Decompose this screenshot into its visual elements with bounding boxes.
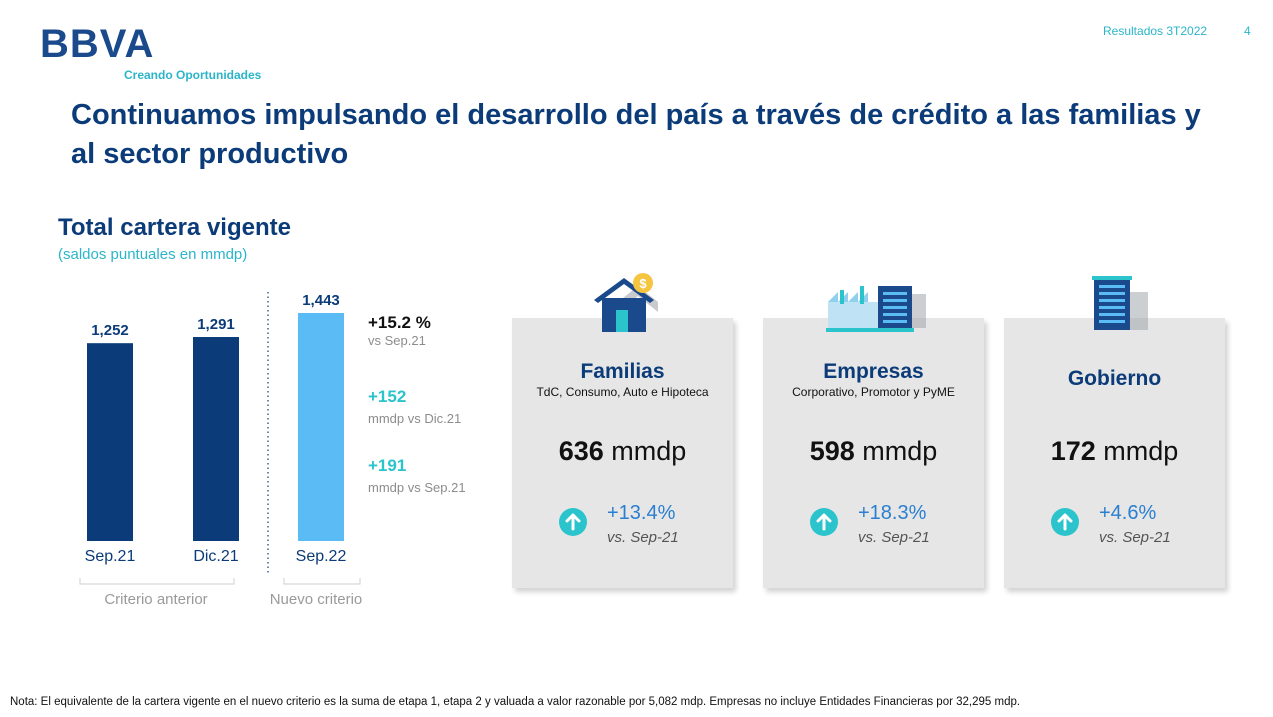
- bbva-logo: BBVA: [40, 22, 155, 66]
- card-title: Empresas: [823, 360, 924, 383]
- card-empresas: Empresas Corporativo, Promotor y PyME 59…: [763, 318, 984, 588]
- card-amount: 636 mmdp: [558, 436, 687, 466]
- arrow-up-icon: [1051, 508, 1079, 536]
- stat-value: +15.2 %: [368, 313, 431, 332]
- arrow-up-icon: [559, 508, 587, 536]
- svg-text:$: $: [639, 276, 647, 291]
- card-amount: 598 mmdp: [809, 436, 938, 466]
- chart-title: Total cartera vigente: [58, 214, 291, 241]
- card-amount: 172 mmdp: [1050, 436, 1179, 466]
- card-comparison: vs. Sep-21: [607, 529, 679, 546]
- factory-icon: [826, 280, 926, 341]
- card-title: Familias: [580, 360, 665, 383]
- bar-Sep.21: [87, 343, 133, 541]
- stat-block-3: +191 mmdp vs Sep.21: [368, 456, 466, 495]
- arrow-up-icon: [810, 508, 838, 536]
- stat-value: +191: [368, 456, 407, 475]
- card-subtitle: Corporativo, Promotor y PyME: [792, 385, 955, 399]
- category-label: Sep.22: [296, 548, 347, 565]
- card-growth: +4.6%: [1099, 502, 1157, 524]
- category-label: Sep.21: [85, 548, 136, 565]
- group-bracket-previous: [79, 578, 235, 585]
- card-growth: +18.3%: [858, 502, 927, 524]
- bar-value-label: 1,291: [197, 316, 235, 333]
- card-subtitle: TdC, Consumo, Auto e Hipoteca: [536, 385, 709, 399]
- category-label: Dic.21: [193, 548, 238, 565]
- bar-Sep.22: [298, 313, 344, 541]
- stat-label: mmdp vs Dic.21: [368, 411, 462, 426]
- logo-tagline: Creando Oportunidades: [124, 68, 262, 82]
- page-title: Continuamos impulsando el desarrollo del…: [71, 99, 1201, 170]
- card-familias: Familias TdC, Consumo, Auto e Hipoteca 6…: [512, 318, 733, 588]
- stat-value: +152: [368, 387, 407, 406]
- stat-label: vs Sep.21: [368, 333, 426, 348]
- bar-value-label: 1,252: [91, 322, 129, 339]
- stat-label: mmdp vs Sep.21: [368, 480, 466, 495]
- house-icon: $: [588, 270, 668, 339]
- bar-chart: 1,252 Sep.21 1,291 Dic.21 1,443 Sep.22 Criter…: [79, 292, 363, 608]
- group-label-previous: Criterio anterior: [104, 591, 207, 608]
- card-comparison: vs. Sep-21: [1099, 529, 1171, 546]
- page-number: 4: [1244, 24, 1251, 38]
- bar-value-label: 1,443: [302, 292, 340, 309]
- government-building-icon: [1088, 272, 1152, 339]
- stat-block-1: +15.2 % vs Sep.21: [368, 313, 431, 348]
- chart-subtitle: (saldos puntuales en mmdp): [58, 246, 248, 263]
- group-bracket-new: [283, 578, 361, 585]
- report-label: Resultados 3T2022: [1103, 24, 1208, 38]
- bar-Dic.21: [193, 337, 239, 541]
- card-title: Gobierno: [1067, 367, 1162, 390]
- card-gobierno: Gobierno 172 mmdp +4.6% vs. Sep-21: [1004, 318, 1225, 588]
- card-growth: +13.4%: [607, 502, 676, 524]
- group-label-new: Nuevo criterio: [270, 591, 363, 608]
- stat-block-2: +152 mmdp vs Dic.21: [368, 387, 461, 426]
- footnote: Nota: El equivalente de la cartera vigen…: [10, 696, 1021, 708]
- card-comparison: vs. Sep-21: [858, 529, 930, 546]
